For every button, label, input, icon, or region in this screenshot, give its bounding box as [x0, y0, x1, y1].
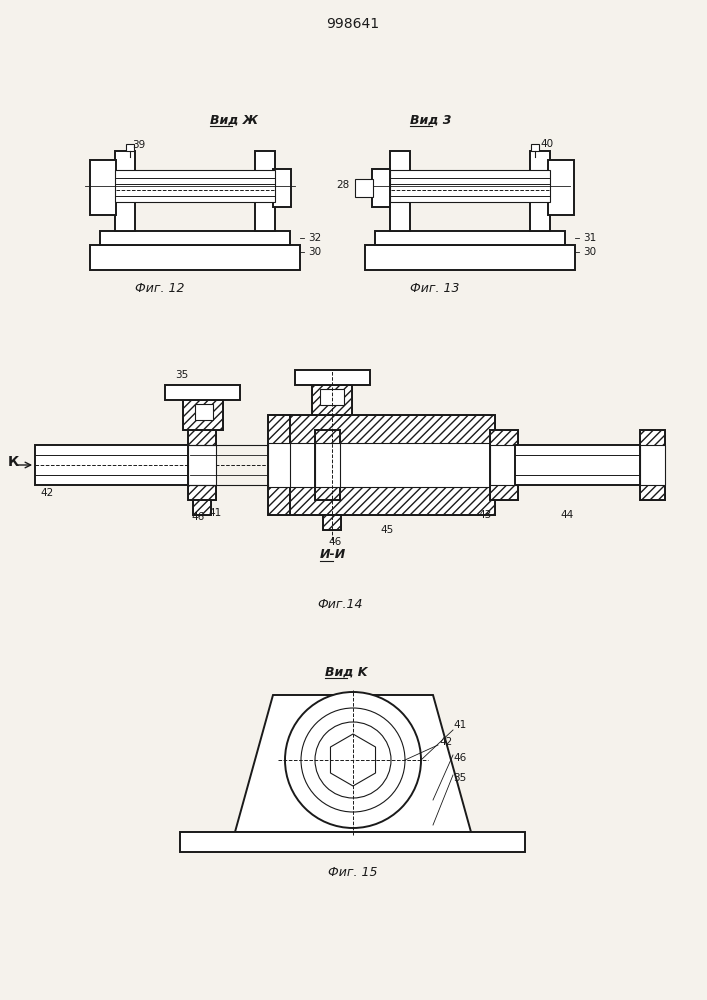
Text: 46: 46	[191, 512, 204, 522]
Bar	[268, 415, 290, 515]
Text: 40: 40	[540, 139, 553, 149]
Bar	[188, 430, 216, 500]
Bar	[357, 181, 359, 195]
Bar	[273, 169, 291, 207]
Text: Вид 3: Вид 3	[410, 113, 452, 126]
Bar	[315, 430, 340, 500]
Bar	[640, 430, 665, 500]
Text: 30: 30	[308, 247, 321, 257]
Text: 46: 46	[453, 753, 466, 763]
Text: И-И: И-И	[320, 548, 346, 562]
Text: 44: 44	[560, 510, 573, 520]
Bar	[115, 170, 275, 202]
Circle shape	[301, 708, 405, 812]
Text: 35: 35	[175, 370, 188, 380]
Bar	[193, 500, 211, 515]
Bar	[195, 404, 213, 420]
Text: 42: 42	[439, 737, 452, 747]
Text: 998641: 998641	[327, 17, 380, 31]
Bar	[312, 385, 352, 415]
Bar	[100, 231, 290, 245]
Text: 41: 41	[208, 508, 221, 518]
Circle shape	[285, 692, 421, 828]
Bar	[548, 160, 574, 215]
Bar	[188, 445, 216, 485]
Bar	[180, 832, 525, 852]
Bar	[183, 400, 223, 430]
Text: 39: 39	[132, 140, 145, 150]
Text: Фиг. 13: Фиг. 13	[410, 282, 460, 294]
Bar	[320, 389, 344, 405]
Bar	[490, 430, 518, 500]
Bar	[126, 144, 134, 151]
Polygon shape	[235, 695, 471, 832]
Bar	[375, 231, 565, 245]
Bar	[530, 151, 550, 231]
Bar	[193, 500, 211, 515]
Bar	[270, 465, 495, 515]
Bar	[270, 415, 495, 465]
Bar	[270, 465, 495, 515]
Text: 32: 32	[308, 233, 321, 243]
Text: 43: 43	[478, 510, 491, 520]
Bar	[35, 445, 190, 485]
Bar	[183, 400, 223, 430]
Text: 30: 30	[583, 247, 596, 257]
Text: 46: 46	[328, 537, 341, 547]
Bar	[295, 370, 370, 385]
Bar	[315, 430, 340, 500]
Text: Вид Ж: Вид Ж	[210, 113, 258, 126]
Bar	[640, 430, 665, 500]
Bar	[390, 170, 550, 202]
Bar	[312, 385, 352, 415]
Text: Вид K: Вид K	[325, 666, 368, 678]
Circle shape	[315, 722, 391, 798]
Bar	[268, 415, 290, 515]
Bar	[515, 445, 663, 485]
Polygon shape	[330, 734, 375, 786]
Bar	[115, 151, 135, 231]
Bar	[323, 515, 341, 530]
Text: 28: 28	[337, 180, 350, 190]
Text: 35: 35	[453, 773, 466, 783]
Bar	[90, 160, 116, 215]
Text: 31: 31	[583, 233, 596, 243]
Text: Фиг.14: Фиг.14	[317, 598, 363, 611]
Bar	[90, 245, 300, 270]
Bar	[355, 179, 373, 197]
Bar	[531, 144, 539, 151]
Bar	[390, 151, 410, 231]
Text: Фиг. 12: Фиг. 12	[135, 282, 185, 294]
Bar	[188, 430, 216, 500]
Text: К: К	[8, 455, 19, 469]
Text: 42: 42	[40, 488, 53, 498]
Text: 45: 45	[380, 525, 393, 535]
Bar	[315, 443, 340, 487]
Bar	[165, 385, 240, 400]
Bar	[268, 443, 290, 487]
Bar	[270, 415, 495, 465]
Bar	[363, 181, 365, 195]
Text: 41: 41	[453, 720, 466, 730]
Bar	[366, 181, 368, 195]
Bar	[490, 430, 518, 500]
Bar	[270, 443, 495, 487]
Bar	[255, 151, 275, 231]
Bar	[369, 181, 371, 195]
Bar	[372, 169, 390, 207]
Bar	[490, 445, 518, 485]
Bar	[360, 181, 362, 195]
Text: Фиг. 15: Фиг. 15	[328, 865, 378, 879]
Bar	[323, 515, 341, 530]
Bar	[365, 245, 575, 270]
Bar	[640, 445, 665, 485]
